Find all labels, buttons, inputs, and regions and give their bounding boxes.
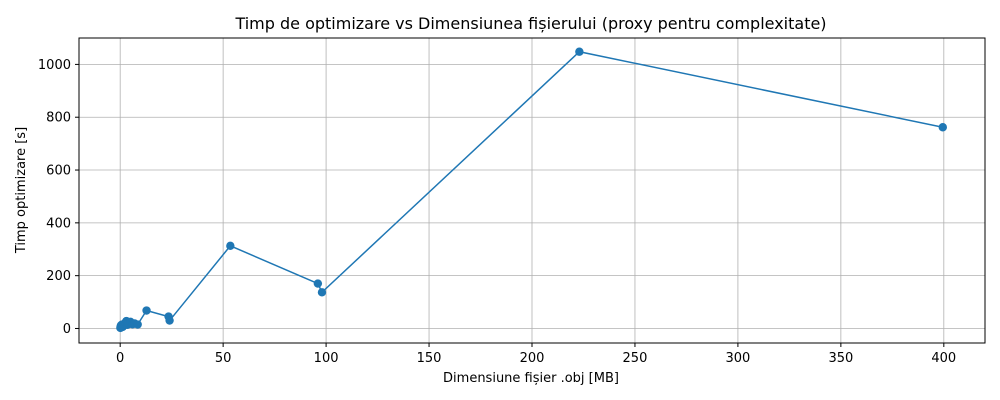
x-axis-label: Dimensiune fișier .obj [MB]	[443, 371, 619, 386]
x-tick-label: 100	[314, 351, 339, 366]
data-point	[317, 288, 327, 297]
grid	[79, 38, 985, 343]
data-point	[133, 320, 142, 329]
y-tick-label: 800	[46, 111, 71, 126]
data-point	[575, 47, 584, 56]
series-layer	[116, 47, 947, 333]
x-tick-label: 250	[623, 351, 648, 366]
y-tick-label: 0	[63, 322, 71, 337]
x-tick-label: 150	[417, 351, 442, 366]
x-tick-label: 350	[828, 351, 853, 366]
x-tick-label: 200	[520, 351, 545, 366]
y-tick-label: 1000	[38, 58, 71, 73]
data-point	[165, 316, 174, 325]
data-point	[938, 123, 947, 132]
y-tick-label: 200	[46, 269, 71, 284]
chart-title: Timp de optimizare vs Dimensiunea fișier…	[234, 14, 826, 33]
data-point	[313, 279, 323, 288]
x-tick-label: 400	[931, 351, 956, 366]
y-tick-label: 400	[46, 216, 71, 231]
x-tick-label: 50	[215, 351, 232, 366]
x-tick-label: 300	[725, 351, 750, 366]
data-point	[226, 241, 235, 251]
data-point	[142, 306, 151, 315]
x-tick-label: 0	[116, 351, 124, 366]
y-tick-label: 600	[46, 164, 71, 179]
ticks: 0 50 100 150 200 250 300 350 400 0 200 400 600 800 100…	[38, 58, 956, 366]
series-line	[119, 50, 943, 329]
y-axis-label: Timp optimizare [s]	[14, 127, 29, 254]
